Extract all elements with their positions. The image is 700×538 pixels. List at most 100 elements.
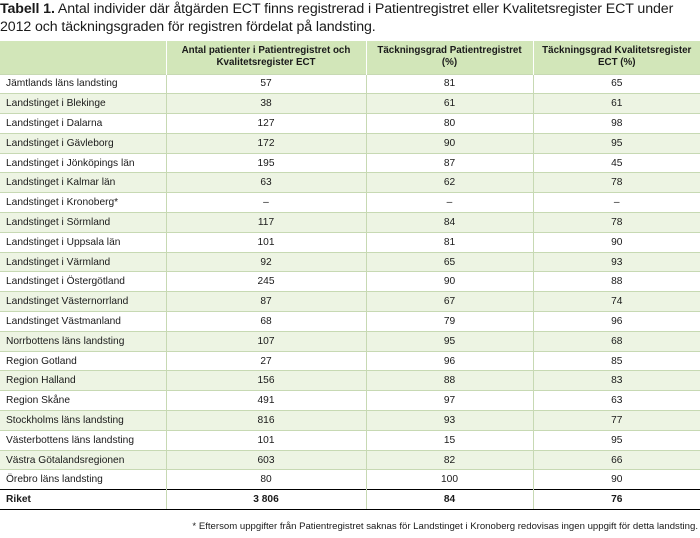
cell-coverage-patientregister: 82 — [365, 449, 533, 470]
cell-coverage-ect-register: 93 — [532, 251, 700, 272]
cell-coverage-ect-register: 85 — [532, 350, 700, 371]
cell-coverage-ect-register: 63 — [532, 390, 700, 411]
cell-region: Landstinget i Kalmar län — [0, 172, 166, 193]
table-body: Jämtlands läns landsting 57 81 65 Landstinge… — [0, 73, 700, 511]
cell-patient-count: 127 — [165, 113, 366, 134]
cell-coverage-patientregister: 95 — [365, 330, 533, 352]
cell-coverage-patientregister: 62 — [365, 172, 533, 193]
header-coverage-ect-register: Täckningsgrad Kvalitetsregister ECT (%) — [532, 41, 700, 74]
cell-coverage-patientregister: 97 — [365, 390, 533, 411]
table-caption: Tabell 1. Antal individer där åtgärden E… — [0, 0, 700, 36]
cell-patient-count: 68 — [165, 311, 366, 332]
table-row: Landstinget i Blekinge 38 61 61 — [0, 93, 700, 114]
total-cell-patient-count: 3 806 — [165, 489, 366, 511]
cell-coverage-ect-register: 45 — [532, 152, 700, 173]
cell-region: Stockholms läns landsting — [0, 410, 166, 431]
table-row: Region Halland 156 88 83 — [0, 370, 700, 391]
table-row: Örebro läns landsting 80 100 90 — [0, 469, 700, 490]
caption-label: Tabell 1. — [0, 1, 55, 17]
table-row: Region Skåne 491 97 63 — [0, 390, 700, 411]
cell-coverage-patientregister: 87 — [365, 152, 533, 173]
table-header-row: Antal patienter i Patientregistret och K… — [0, 41, 700, 74]
cell-region: Landstinget i Blekinge — [0, 93, 166, 114]
cell-coverage-patientregister: 90 — [365, 132, 533, 154]
cell-coverage-patientregister: 80 — [365, 113, 533, 134]
cell-patient-count: 245 — [165, 271, 366, 292]
cell-coverage-ect-register: – — [532, 192, 700, 213]
cell-patient-count: 38 — [165, 93, 366, 114]
total-cell-region: Riket — [0, 489, 166, 511]
cell-coverage-ect-register: 74 — [532, 291, 700, 312]
table-row: Landstinget i Kronoberg* – – – — [0, 192, 700, 213]
cell-patient-count: 107 — [165, 330, 366, 352]
total-cell-coverage-ect-register: 76 — [532, 489, 700, 511]
cell-patient-count: 195 — [165, 152, 366, 173]
cell-region: Jämtlands läns landsting — [0, 73, 166, 94]
cell-coverage-patientregister: 93 — [365, 410, 533, 431]
header-coverage-patientregister: Täckningsgrad Patientregistret (%) — [365, 41, 533, 74]
cell-region: Landstinget i Uppsala län — [0, 231, 166, 253]
table-row: Landstinget Västernorrland 87 67 74 — [0, 291, 700, 312]
data-table: Antal patienter i Patientregistret och K… — [0, 41, 700, 511]
table-total-row: Riket 3 806 84 76 — [0, 489, 700, 511]
cell-coverage-ect-register: 88 — [532, 271, 700, 292]
cell-patient-count: 92 — [165, 251, 366, 272]
cell-coverage-ect-register: 61 — [532, 93, 700, 114]
cell-region: Landstinget i Jönköpings län — [0, 152, 166, 173]
cell-patient-count: 101 — [165, 429, 366, 451]
total-cell-coverage-patientregister: 84 — [365, 489, 533, 511]
cell-coverage-ect-register: 65 — [532, 73, 700, 94]
cell-patient-count: 816 — [165, 410, 366, 431]
cell-coverage-patientregister: – — [365, 192, 533, 213]
cell-patient-count: 117 — [165, 212, 366, 233]
table-row: Landstinget i Sörmland 117 84 78 — [0, 212, 700, 233]
cell-coverage-patientregister: 96 — [365, 350, 533, 371]
cell-coverage-patientregister: 67 — [365, 291, 533, 312]
cell-patient-count: 156 — [165, 370, 366, 391]
cell-region: Region Halland — [0, 370, 166, 391]
cell-region: Region Gotland — [0, 350, 166, 371]
cell-region: Landstinget Västernorrland — [0, 291, 166, 312]
cell-region: Örebro läns landsting — [0, 469, 166, 490]
cell-patient-count: 80 — [165, 469, 366, 490]
table-row: Landstinget i Värmland 92 65 93 — [0, 251, 700, 272]
cell-coverage-ect-register: 78 — [532, 212, 700, 233]
cell-coverage-ect-register: 98 — [532, 113, 700, 134]
caption-text: Antal individer där åtgärden ECT finns r… — [0, 1, 674, 35]
table-row: Stockholms läns landsting 816 93 77 — [0, 410, 700, 431]
cell-region: Landstinget i Dalarna — [0, 113, 166, 134]
table-row: Landstinget i Östergötland 245 90 88 — [0, 271, 700, 292]
cell-coverage-ect-register: 68 — [532, 330, 700, 352]
table-row: Region Gotland 27 96 85 — [0, 350, 700, 371]
cell-coverage-patientregister: 65 — [365, 251, 533, 272]
cell-patient-count: 27 — [165, 350, 366, 371]
cell-coverage-ect-register: 66 — [532, 449, 700, 470]
table-row: Landstinget i Kalmar län 63 62 78 — [0, 172, 700, 193]
header-patient-count: Antal patienter i Patientregistret och K… — [165, 41, 366, 74]
cell-patient-count: 101 — [165, 231, 366, 253]
cell-region: Landstinget i Värmland — [0, 251, 166, 272]
header-region — [0, 41, 166, 74]
table-row: Jämtlands läns landsting 57 81 65 — [0, 73, 700, 94]
cell-region: Region Skåne — [0, 390, 166, 411]
table-row: Landstinget Västmanland 68 79 96 — [0, 311, 700, 332]
cell-coverage-ect-register: 95 — [532, 132, 700, 154]
cell-coverage-patientregister: 15 — [365, 429, 533, 451]
table-row: Landstinget i Dalarna 127 80 98 — [0, 113, 700, 134]
cell-coverage-patientregister: 81 — [365, 73, 533, 94]
table-row: Västerbottens läns landsting 101 15 95 — [0, 429, 700, 451]
table-row: Norrbottens läns landsting 107 95 68 — [0, 330, 700, 352]
cell-region: Landstinget i Gävleborg — [0, 132, 166, 154]
cell-coverage-patientregister: 90 — [365, 271, 533, 292]
cell-region: Västra Götalandsregionen — [0, 449, 166, 470]
cell-coverage-ect-register: 96 — [532, 311, 700, 332]
cell-region: Landstinget i Sörmland — [0, 212, 166, 233]
cell-coverage-patientregister: 100 — [365, 469, 533, 490]
cell-patient-count: – — [165, 192, 366, 213]
cell-coverage-patientregister: 79 — [365, 311, 533, 332]
table-row: Västra Götalandsregionen 603 82 66 — [0, 449, 700, 470]
cell-patient-count: 172 — [165, 132, 366, 154]
cell-coverage-patientregister: 61 — [365, 93, 533, 114]
cell-region: Landstinget i Kronoberg* — [0, 192, 166, 213]
table-row: Landstinget i Jönköpings län 195 87 45 — [0, 152, 700, 173]
